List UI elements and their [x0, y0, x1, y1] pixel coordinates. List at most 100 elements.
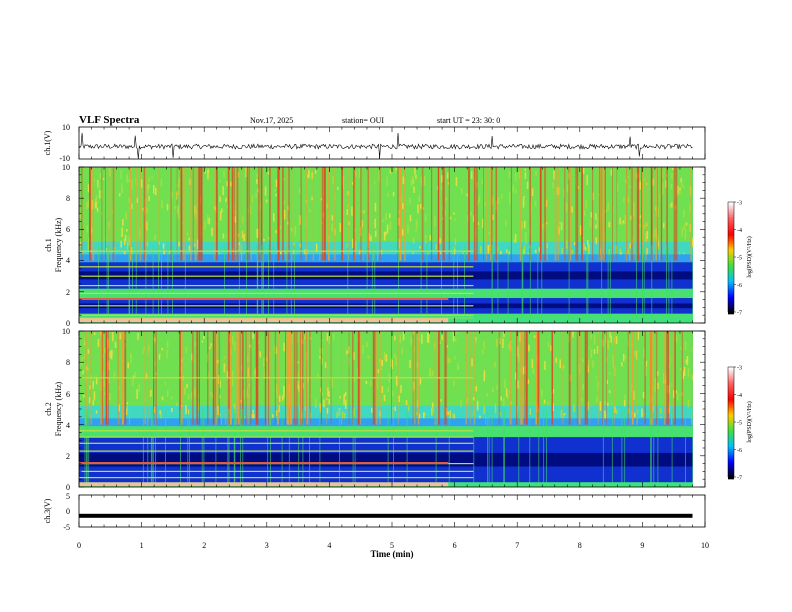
spectrogram-vline [487, 409, 488, 487]
spectrogram-speck [454, 218, 457, 221]
spectrogram-speck [669, 203, 671, 209]
spectrogram-speck [208, 217, 210, 225]
spectrogram-streak [110, 167, 113, 261]
spectrogram-speck [241, 216, 244, 223]
spectrogram-speck [627, 339, 629, 347]
spectrogram-speck [104, 347, 106, 353]
ch1-spec-ytick-0: 0 [66, 319, 70, 328]
spectrogram-speck [128, 197, 131, 203]
spectrogram-speck [297, 371, 300, 379]
spectrogram-speck [166, 340, 169, 349]
spectrogram-speck [645, 232, 647, 242]
spectrogram-speck [126, 229, 128, 232]
colorbar-segment [728, 254, 734, 257]
spectrogram-speck [483, 405, 486, 414]
spectrogram-streak [372, 167, 375, 261]
spectrogram-speck [422, 207, 424, 210]
colorbar-tick-label: -7 [737, 311, 742, 317]
spectrogram-speck [304, 335, 306, 340]
spectrogram-hline [79, 285, 474, 287]
spectrogram-streak [570, 167, 571, 261]
spectrogram-streak [291, 167, 293, 261]
spectrogram-speck [508, 344, 510, 349]
spectrogram-speck [331, 377, 333, 388]
spectrogram-speck [560, 222, 563, 231]
spectrogram-speck [207, 371, 210, 378]
spectrogram-streak [641, 167, 643, 261]
spectrogram-vline [172, 245, 173, 323]
spectrogram-speck [251, 413, 254, 422]
spectrogram-vline [224, 245, 225, 323]
spectrogram-speck [607, 402, 609, 406]
ch1-ytick-top: 10 [62, 123, 70, 132]
spectrogram-vline [240, 409, 241, 487]
spectrogram-streak [645, 167, 647, 261]
spectrogram-streak [367, 167, 369, 261]
spectrogram-vline [371, 245, 373, 323]
spectrogram-speck [414, 167, 416, 175]
spectrogram-streak [681, 331, 683, 425]
spectrogram-speck [477, 222, 480, 225]
spectrogram-speck [453, 413, 455, 422]
spectrogram-speck [499, 337, 501, 345]
spectrogram-speck [474, 337, 477, 341]
colorbar-segment [728, 218, 734, 222]
spectrogram-speck [619, 217, 621, 225]
colorbar-segment [728, 465, 734, 469]
spectrogram-speck [395, 356, 397, 366]
spectrogram-speck [508, 391, 511, 395]
spectrogram-vline [426, 245, 428, 323]
spectrogram-speck [209, 346, 211, 350]
spectrogram-speck [97, 339, 100, 347]
spectrogram-speck [582, 237, 584, 240]
colorbar-tick-label: -7 [737, 476, 742, 482]
ch3-ylabel: ch.3(V) [43, 498, 52, 523]
spectrogram-speck [196, 239, 199, 249]
spectrogram-speck [79, 213, 81, 219]
spectrogram-vline [546, 409, 547, 487]
spectrogram-streak [562, 331, 564, 425]
spectrogram-speck [126, 241, 129, 250]
spectrogram-speck [213, 206, 216, 210]
spectrogram-speck [616, 183, 619, 192]
spectrogram-speck [525, 241, 527, 244]
spectrogram-speck [466, 397, 468, 404]
spectrogram-speck [131, 179, 133, 190]
spectrogram-speck [307, 174, 309, 179]
spectrogram-streak [354, 167, 356, 261]
spectrogram-speck [534, 200, 537, 207]
spectrogram-streak [671, 331, 673, 425]
spectrogram-speck [262, 364, 265, 367]
x-tick-label: 2 [202, 541, 206, 550]
spectrogram-speck [613, 336, 616, 344]
spectrogram-streak [278, 167, 280, 261]
spectrogram-speck [375, 230, 377, 237]
spectrogram-streak [564, 167, 566, 261]
spectrogram-speck [509, 196, 511, 205]
spectrogram-speck [323, 399, 325, 408]
colorbar-segment [728, 280, 734, 283]
spectrogram-speck [645, 182, 648, 185]
spectrogram-speck [397, 218, 400, 226]
spectrogram-streak [509, 331, 512, 425]
spectrogram-speck [130, 355, 132, 364]
spectrogram-streak [448, 167, 450, 261]
spectrogram-speck [633, 202, 635, 211]
colorbar-segment [728, 306, 734, 309]
spectrogram-vline [671, 409, 673, 487]
colorbar-label: log(PSD)(V²/Hz) [746, 401, 753, 442]
spectrogram-speck [522, 198, 525, 208]
spectrogram-speck [298, 187, 301, 194]
spectrogram-speck [558, 221, 561, 225]
spectrogram-speck [162, 243, 165, 249]
spectrogram-streak [490, 167, 492, 261]
spectrogram-speck [219, 179, 221, 182]
spectrogram-streak [334, 167, 336, 261]
spectrogram-speck [514, 234, 517, 243]
spectrogram-speck [275, 179, 278, 187]
spectrogram-speck [623, 353, 625, 362]
colorbar-segment [728, 456, 734, 459]
spectrogram-speck [659, 407, 662, 414]
spectrogram-speck [271, 414, 274, 418]
spectrogram-speck [346, 244, 348, 249]
